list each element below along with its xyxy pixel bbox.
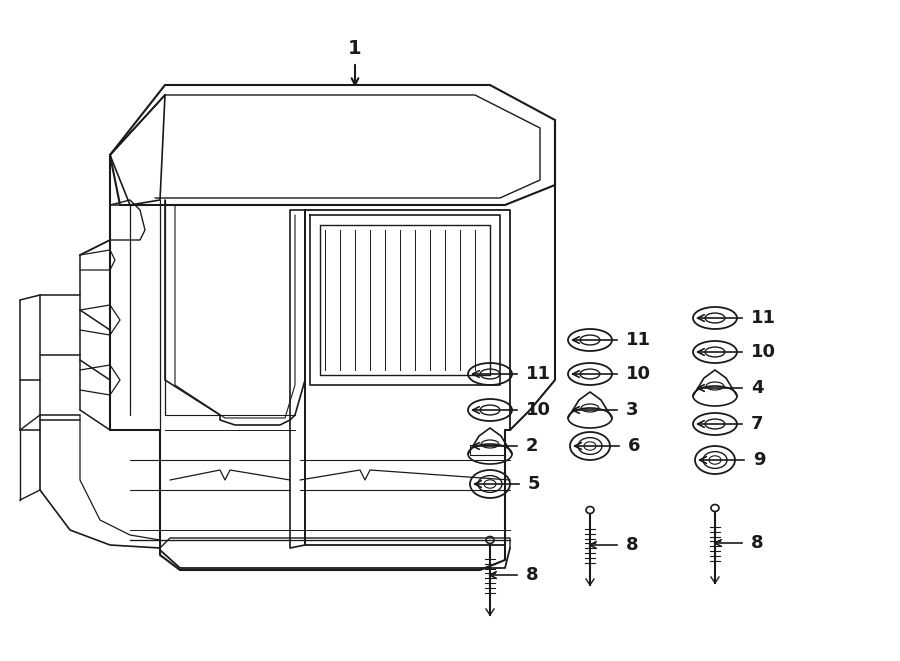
Text: 11: 11 xyxy=(626,331,651,349)
Text: 6: 6 xyxy=(628,437,641,455)
Text: 10: 10 xyxy=(526,401,551,419)
Text: 10: 10 xyxy=(626,365,651,383)
Text: 7: 7 xyxy=(751,415,763,433)
Text: 2: 2 xyxy=(526,437,538,455)
Text: 5: 5 xyxy=(528,475,541,493)
Text: 11: 11 xyxy=(751,309,776,327)
Text: 9: 9 xyxy=(753,451,766,469)
Text: 10: 10 xyxy=(751,343,776,361)
Text: 1: 1 xyxy=(348,38,362,58)
Text: 3: 3 xyxy=(626,401,638,419)
Text: 4: 4 xyxy=(751,379,763,397)
Text: 8: 8 xyxy=(626,536,639,554)
Text: 8: 8 xyxy=(751,534,763,552)
Text: 11: 11 xyxy=(526,365,551,383)
Text: 8: 8 xyxy=(526,566,538,584)
